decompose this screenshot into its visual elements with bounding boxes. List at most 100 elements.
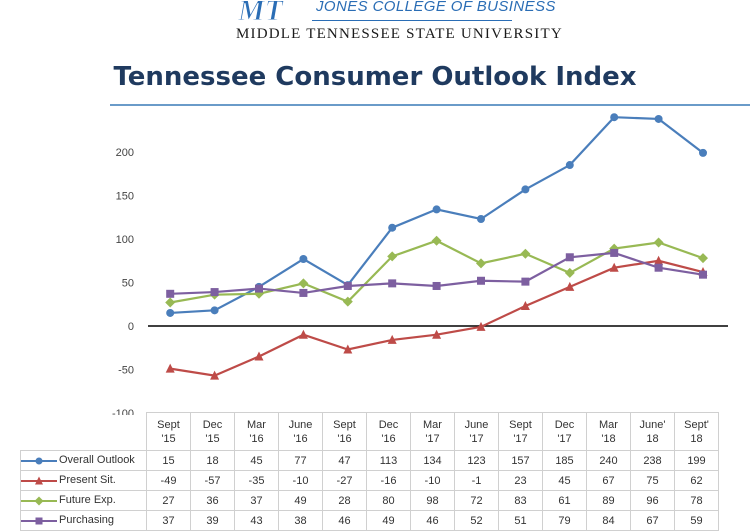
- table-header-row: Sept '15 Dec '15 Mar '16 June '16 Sept '16 Dec '16 M…: [20, 412, 719, 451]
- data-label: 37: [234, 490, 279, 511]
- legend-label: Overall Outlook: [59, 454, 135, 467]
- data-label: 62: [674, 470, 719, 491]
- data-label: 49: [278, 490, 323, 511]
- data-point: [521, 185, 530, 194]
- legend-entry: Overall Outlook: [20, 450, 147, 471]
- data-point: [654, 263, 663, 272]
- table-body: Overall Outlook 15 18 45 77 47 113 134 123 157 185…: [20, 450, 719, 531]
- data-label: 27: [146, 490, 191, 511]
- data-point: [388, 223, 397, 232]
- x-tick-label: Dec '15: [190, 412, 235, 451]
- legend-key-marker: [35, 476, 43, 485]
- data-point: [520, 300, 530, 310]
- data-label: 238: [630, 450, 675, 471]
- x-tick-label: June '16: [278, 412, 323, 451]
- x-tick-label: Dec '17: [542, 412, 587, 451]
- data-point: [210, 288, 219, 297]
- data-label: 113: [366, 450, 411, 471]
- data-point: [565, 281, 575, 291]
- table-corner-cell: [20, 412, 147, 451]
- table-row: Present Sit. -49 -57 -35 -10 -27 -16 -10 -1 23 45 6…: [20, 470, 719, 491]
- table-row: Purchasing 37 39 43 38 46 49 46 52 51 79 84 67 59: [20, 510, 719, 531]
- data-point: [654, 255, 664, 265]
- data-label: 80: [366, 490, 411, 511]
- data-label: 96: [630, 490, 675, 511]
- legend-label: Present Sit.: [59, 474, 116, 487]
- data-point: [521, 277, 530, 286]
- x-tick-label: Sept '15: [146, 412, 191, 451]
- data-label: 75: [630, 470, 675, 491]
- data-label: 78: [674, 490, 719, 511]
- data-label: 45: [234, 450, 279, 471]
- series-future-exp: [165, 235, 708, 308]
- legend-key-marker: [35, 517, 43, 525]
- data-label: 157: [498, 450, 543, 471]
- data-label: 18: [190, 450, 235, 471]
- data-label: 38: [278, 510, 323, 531]
- legend-key: [21, 517, 57, 525]
- data-label: -10: [278, 470, 323, 491]
- data-point: [565, 161, 574, 170]
- data-point: [254, 351, 264, 361]
- data-point: [298, 278, 309, 289]
- line-chart: -100 -50 0 50 100 150 200: [112, 113, 728, 415]
- data-label: 67: [586, 470, 631, 491]
- data-label: 79: [542, 510, 587, 531]
- data-label: 84: [586, 510, 631, 531]
- data-label: 199: [674, 450, 719, 471]
- data-point: [477, 276, 485, 285]
- x-tick-label: Mar '18: [586, 412, 631, 451]
- legend-entry: Present Sit.: [20, 470, 147, 491]
- chart-title: Tennessee Consumer Outlook Index: [113, 62, 637, 92]
- data-point: [609, 262, 619, 272]
- data-point: [564, 267, 575, 278]
- x-tick-label: June' 18: [630, 412, 675, 451]
- series-purchasing: [166, 248, 707, 298]
- data-label: 185: [542, 450, 587, 471]
- series-lines: [165, 113, 708, 380]
- data-label: -1: [454, 470, 499, 491]
- data-point: [699, 270, 707, 279]
- data-label: -16: [366, 470, 411, 491]
- legend-key: [21, 496, 57, 506]
- y-tick-label: 0: [128, 321, 134, 333]
- data-point: [477, 214, 485, 223]
- x-tick-label: June '17: [454, 412, 499, 451]
- data-label: 51: [498, 510, 543, 531]
- data-label: 23: [498, 470, 543, 491]
- data-point: [698, 253, 708, 264]
- y-tick-label: -50: [118, 365, 134, 377]
- data-label: 43: [234, 510, 279, 531]
- data-label: 123: [454, 450, 499, 471]
- data-point: [210, 306, 219, 315]
- data-label: 52: [454, 510, 499, 531]
- data-point: [476, 258, 486, 269]
- data-label: 61: [542, 490, 587, 511]
- data-label: 72: [454, 490, 499, 511]
- legend-key-marker: [34, 496, 44, 506]
- data-point: [610, 248, 619, 257]
- y-tick-label: -100: [112, 408, 134, 415]
- data-label: 15: [146, 450, 191, 471]
- data-label: 67: [630, 510, 675, 531]
- data-label: 98: [410, 490, 455, 511]
- data-label: 46: [410, 510, 455, 531]
- x-tick-label: Sept '16: [322, 412, 367, 451]
- mtsu-logo-text: MT: [237, 0, 285, 24]
- data-table: Sept '15 Dec '15 Mar '16 June '16 Sept '16 Dec '16 M…: [20, 412, 719, 531]
- data-point: [343, 281, 352, 290]
- table-row: Overall Outlook 15 18 45 77 47 113 134 123 157 185…: [20, 450, 719, 471]
- series-line: [170, 239, 704, 304]
- y-tick-label: 50: [122, 278, 134, 290]
- data-point: [565, 253, 574, 262]
- legend-label: Future Exp.: [59, 494, 116, 507]
- data-point: [388, 279, 397, 288]
- x-tick-label: Mar '16: [234, 412, 279, 451]
- data-point: [653, 237, 664, 248]
- data-point: [520, 248, 531, 259]
- data-point: [298, 329, 308, 339]
- data-label: 77: [278, 450, 323, 471]
- header: MT JONES COLLEGE OF BUSINESS MIDDLE TENN…: [0, 0, 750, 50]
- y-tick-label: 200: [116, 147, 134, 159]
- series-line: [170, 259, 704, 377]
